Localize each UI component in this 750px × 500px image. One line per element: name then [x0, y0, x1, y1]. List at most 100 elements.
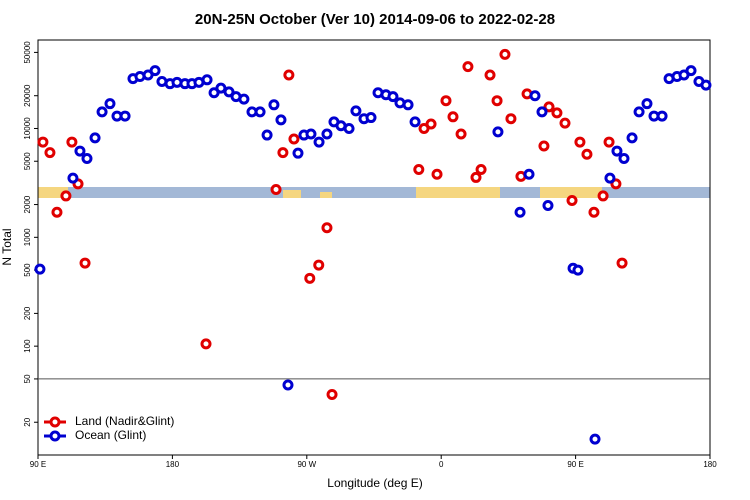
point [475, 163, 487, 175]
y-tick-label: 20000 [23, 84, 32, 107]
point [37, 136, 49, 148]
point [611, 145, 623, 157]
point [514, 206, 526, 218]
point [538, 140, 550, 152]
point [499, 48, 511, 60]
x-tick-label: 0 [439, 460, 444, 469]
point [305, 128, 317, 140]
point [470, 171, 482, 183]
map-band [38, 187, 710, 198]
point [413, 163, 425, 175]
point [656, 110, 668, 122]
point [603, 136, 615, 148]
point [523, 168, 535, 180]
point [685, 65, 697, 77]
legend-marker [49, 416, 61, 428]
point [201, 74, 213, 86]
point [589, 433, 601, 445]
y-tick-label: 10000 [23, 117, 32, 140]
point [89, 132, 101, 144]
point [321, 222, 333, 234]
legend-marker [49, 430, 61, 442]
point [581, 148, 593, 160]
point [588, 206, 600, 218]
point [288, 133, 300, 145]
point [626, 132, 638, 144]
point [440, 95, 452, 107]
point [81, 152, 93, 164]
point [491, 95, 503, 107]
plot-frame [37, 39, 711, 456]
point [455, 128, 467, 140]
point [104, 98, 116, 110]
point [447, 111, 459, 123]
point [292, 147, 304, 159]
point [350, 105, 362, 117]
point [313, 136, 325, 148]
point [559, 117, 571, 129]
point [618, 152, 630, 164]
point [326, 388, 338, 400]
point [304, 272, 316, 284]
point [268, 99, 280, 111]
point [536, 106, 548, 118]
point [34, 263, 46, 275]
point [574, 136, 586, 148]
point [119, 110, 131, 122]
point [700, 79, 712, 91]
point [67, 172, 79, 184]
y-axis-label: N Total [0, 228, 14, 265]
y-tick-label: 200 [23, 306, 32, 320]
point [551, 107, 563, 119]
legend-label: Ocean (Glint) [75, 428, 146, 442]
point [313, 259, 325, 271]
chart-title: 20N-25N October (Ver 10) 2014-09-06 to 2… [195, 11, 555, 28]
point [261, 129, 273, 141]
point [616, 257, 628, 269]
y-tick-label: 2000 [23, 195, 32, 213]
point [604, 172, 616, 184]
point [505, 113, 517, 125]
point [484, 69, 496, 81]
point [641, 98, 653, 110]
point [542, 200, 554, 212]
point [543, 101, 555, 113]
x-tick-label: 180 [166, 460, 180, 469]
point [270, 184, 282, 196]
point [282, 379, 294, 391]
x-tick-label: 90 E [30, 460, 46, 469]
point [431, 168, 443, 180]
point [96, 106, 108, 118]
point [529, 90, 541, 102]
y-tick-label: 5000 [23, 152, 32, 170]
point [321, 128, 333, 140]
x-axis-label: Longitude (deg E) [327, 476, 422, 490]
point [343, 122, 355, 134]
point [254, 106, 266, 118]
point [492, 126, 504, 138]
point [215, 82, 227, 94]
x-tick-label: 90 E [567, 460, 583, 469]
point [238, 93, 250, 105]
y-tick-label: 1000 [23, 228, 32, 246]
point [387, 91, 399, 103]
y-tick-label: 50000 [23, 41, 32, 64]
point [200, 338, 212, 350]
x-tick-label: 180 [703, 460, 717, 469]
point [597, 190, 609, 202]
legend-label: Land (Nadir&Glint) [75, 414, 174, 428]
point [462, 61, 474, 73]
y-tick-label: 100 [23, 339, 32, 353]
point [149, 65, 161, 77]
point [44, 147, 56, 159]
y-tick-label: 50 [23, 374, 32, 383]
point [51, 206, 63, 218]
point [365, 112, 377, 124]
point [402, 99, 414, 111]
y-tick-label: 500 [23, 263, 32, 277]
point [277, 147, 289, 159]
y-tick-label: 20 [23, 417, 32, 426]
point [409, 116, 421, 128]
point [283, 69, 295, 81]
